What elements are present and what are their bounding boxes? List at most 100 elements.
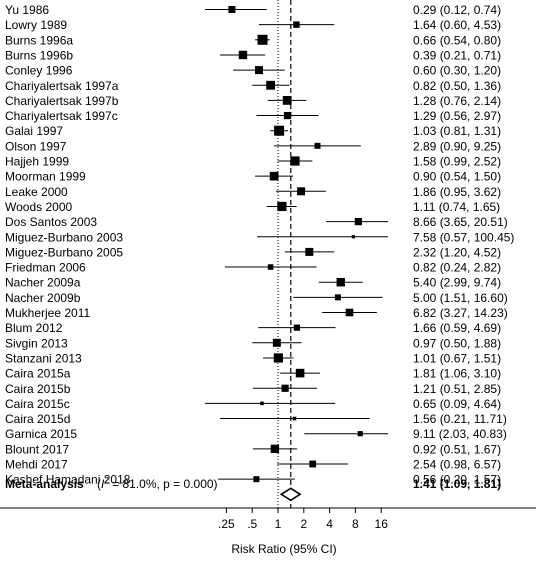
- point-estimate-marker: [295, 368, 305, 378]
- study-estimate-text: 1.28 (0.76, 2.14): [413, 94, 501, 108]
- point-estimate-marker: [292, 416, 297, 421]
- study-label: Chariyalertsak 1997a: [5, 79, 119, 93]
- study-estimate-text: 7.58 (0.57, 100.45): [413, 230, 514, 244]
- study-estimate-text: 9.11 (2.03, 40.83): [413, 427, 507, 441]
- study-row: Stanzani 2013 1.01 (0.67, 1.51): [5, 351, 501, 365]
- study-label: Stanzani 2013: [5, 351, 82, 365]
- point-estimate-marker: [309, 460, 317, 468]
- point-estimate-marker: [228, 6, 236, 13]
- study-label: Conley 1996: [5, 64, 73, 78]
- study-label: Yu 1986: [5, 3, 49, 17]
- point-estimate-marker: [272, 338, 281, 347]
- x-tick-label: 8: [352, 517, 359, 531]
- study-label: Nacher 2009b: [5, 291, 81, 305]
- study-row: Mehdi 2017 2.54 (0.98, 6.57): [5, 458, 501, 472]
- point-estimate-marker: [336, 278, 345, 287]
- study-label: Chariyalertsak 1997b: [5, 94, 119, 108]
- study-label: Caira 2015c: [5, 397, 70, 411]
- study-estimate-text: 0.82 (0.24, 2.82): [413, 261, 501, 275]
- study-estimate-text: 0.60 (0.30, 1.20): [413, 64, 501, 78]
- study-label: Mukherjee 2011: [5, 306, 90, 320]
- study-estimate-text: 1.56 (0.21, 11.71): [413, 412, 507, 426]
- study-label: Lowry 1989: [5, 18, 67, 32]
- study-estimate-text: 0.92 (0.51, 1.67): [413, 442, 501, 456]
- heterogeneity-i: I: [101, 477, 105, 491]
- study-row: Mukherjee 2011 6.82 (3.27, 14.23): [5, 306, 508, 320]
- x-axis: Risk Ratio (95% CI) .25 .5 1 2 4 8 16: [0, 507, 536, 556]
- point-estimate-marker: [270, 444, 280, 454]
- study-label: Burns 1996a: [5, 33, 73, 47]
- study-label: Caira 2015d: [5, 412, 70, 426]
- point-estimate-marker: [282, 96, 292, 105]
- study-row: Friedman 2006 0.82 (0.24, 2.82): [5, 261, 501, 275]
- study-row: Moorman 1999 0.90 (0.54, 1.50): [5, 170, 501, 184]
- point-estimate-marker: [293, 21, 300, 28]
- study-row: Chariyalertsak 1997c 1.29 (0.56, 2.97): [5, 109, 501, 123]
- study-row: Conley 1996 0.60 (0.30, 1.20): [5, 64, 501, 78]
- point-estimate-marker: [290, 156, 300, 166]
- point-estimate-marker: [281, 384, 289, 392]
- point-estimate-marker: [357, 431, 363, 437]
- study-estimate-text: 0.29 (0.12, 0.74): [413, 3, 501, 17]
- study-row: Leake 2000 1.86 (0.95, 3.62): [5, 185, 501, 199]
- study-row: Caira 2015b 1.21 (0.51, 2.85): [5, 382, 501, 396]
- x-tick-label: .5: [247, 517, 257, 531]
- study-label: Sivgin 2013: [5, 336, 68, 350]
- study-label: Blum 2012: [5, 321, 63, 335]
- point-estimate-marker: [267, 264, 274, 270]
- x-tick-label: 2: [300, 517, 307, 531]
- point-estimate-marker: [254, 66, 263, 75]
- heterogeneity-sup: 2: [104, 476, 109, 485]
- study-estimate-text: 5.40 (2.99, 9.74): [413, 276, 501, 290]
- x-tick-label: 4: [326, 517, 333, 531]
- point-estimate-marker: [314, 142, 321, 149]
- study-label: Nacher 2009a: [5, 276, 81, 290]
- heterogeneity-paren: (: [97, 477, 101, 491]
- point-estimate-marker: [293, 324, 300, 331]
- study-estimate-text: 2.32 (1.20, 4.52): [413, 245, 501, 259]
- study-row: Nacher 2009a 5.40 (2.99, 9.74): [5, 276, 501, 290]
- study-label: Moorman 1999: [5, 170, 86, 184]
- x-axis-label: Risk Ratio (95% CI): [231, 542, 336, 556]
- study-estimate-text: 1.21 (0.51, 2.85): [413, 382, 501, 396]
- study-row: Lowry 1989 1.64 (0.60, 4.53): [5, 18, 501, 32]
- guide-lines-layer: [277, 0, 292, 508]
- study-estimate-text: 1.64 (0.60, 4.53): [413, 18, 501, 32]
- study-label: Galai 1997: [5, 124, 63, 138]
- study-row: Galai 1997 1.03 (0.81, 1.31): [5, 124, 501, 138]
- study-estimate-text: 1.11 (0.74, 1.65): [413, 200, 500, 214]
- meta-analysis-row: Meta-analysis (I2 = 81.0%, p = 0.000) 1.…: [5, 476, 501, 502]
- study-label: Dos Santos 2003: [5, 215, 97, 229]
- study-label: Chariyalertsak 1997c: [5, 109, 118, 123]
- study-estimate-text: 0.56 (0.20, 1.57): [413, 473, 501, 487]
- study-estimate-text: 2.89 (0.90, 9.25): [413, 139, 501, 153]
- point-estimate-marker: [253, 476, 260, 483]
- heterogeneity-rest: = 81.0%, p = 0.000): [109, 477, 218, 491]
- point-estimate-marker: [297, 187, 306, 196]
- pooled-diamond: [279, 487, 302, 502]
- point-estimate-marker: [277, 201, 287, 212]
- point-estimate-marker: [351, 235, 355, 239]
- study-rows-layer: Yu 1986 0.29 (0.12, 0.74) Lowry 1989 1.64 (…: [5, 3, 514, 487]
- study-label: Kashef Hamadani 2018: [5, 473, 131, 487]
- study-row: Blount 2017 0.92 (0.51, 1.67): [5, 442, 501, 456]
- study-label: Woods 2000: [5, 200, 72, 214]
- study-row: Garnica 2015 9.11 (2.03, 40.83): [5, 427, 507, 441]
- study-label: Burns 1996b: [5, 48, 73, 62]
- study-row: Caira 2015d 1.56 (0.21, 11.71): [5, 412, 507, 426]
- study-estimate-text: 1.81 (1.06, 3.10): [413, 367, 501, 381]
- study-row: Chariyalertsak 1997b 1.28 (0.76, 2.14): [5, 94, 501, 108]
- study-estimate-text: 0.82 (0.50, 1.36): [413, 79, 501, 93]
- heterogeneity-stat: (I2 = 81.0%, p = 0.000): [97, 476, 218, 491]
- point-estimate-marker: [334, 294, 341, 301]
- point-estimate-marker: [345, 308, 354, 317]
- meta-analysis-estimate: 1.41 (1.09, 1.81): [413, 477, 501, 491]
- study-estimate-text: 1.01 (0.67, 1.51): [413, 351, 501, 365]
- study-row: Miguez-Burbano 2003 7.58 (0.57, 100.45): [5, 230, 514, 244]
- study-estimate-text: 1.03 (0.81, 1.31): [413, 124, 501, 138]
- study-estimate-text: 6.82 (3.27, 14.23): [413, 306, 508, 320]
- study-row: Sivgin 2013 0.97 (0.50, 1.88): [5, 336, 501, 350]
- study-label: Friedman 2006: [5, 261, 86, 275]
- study-label: Garnica 2015: [5, 427, 77, 441]
